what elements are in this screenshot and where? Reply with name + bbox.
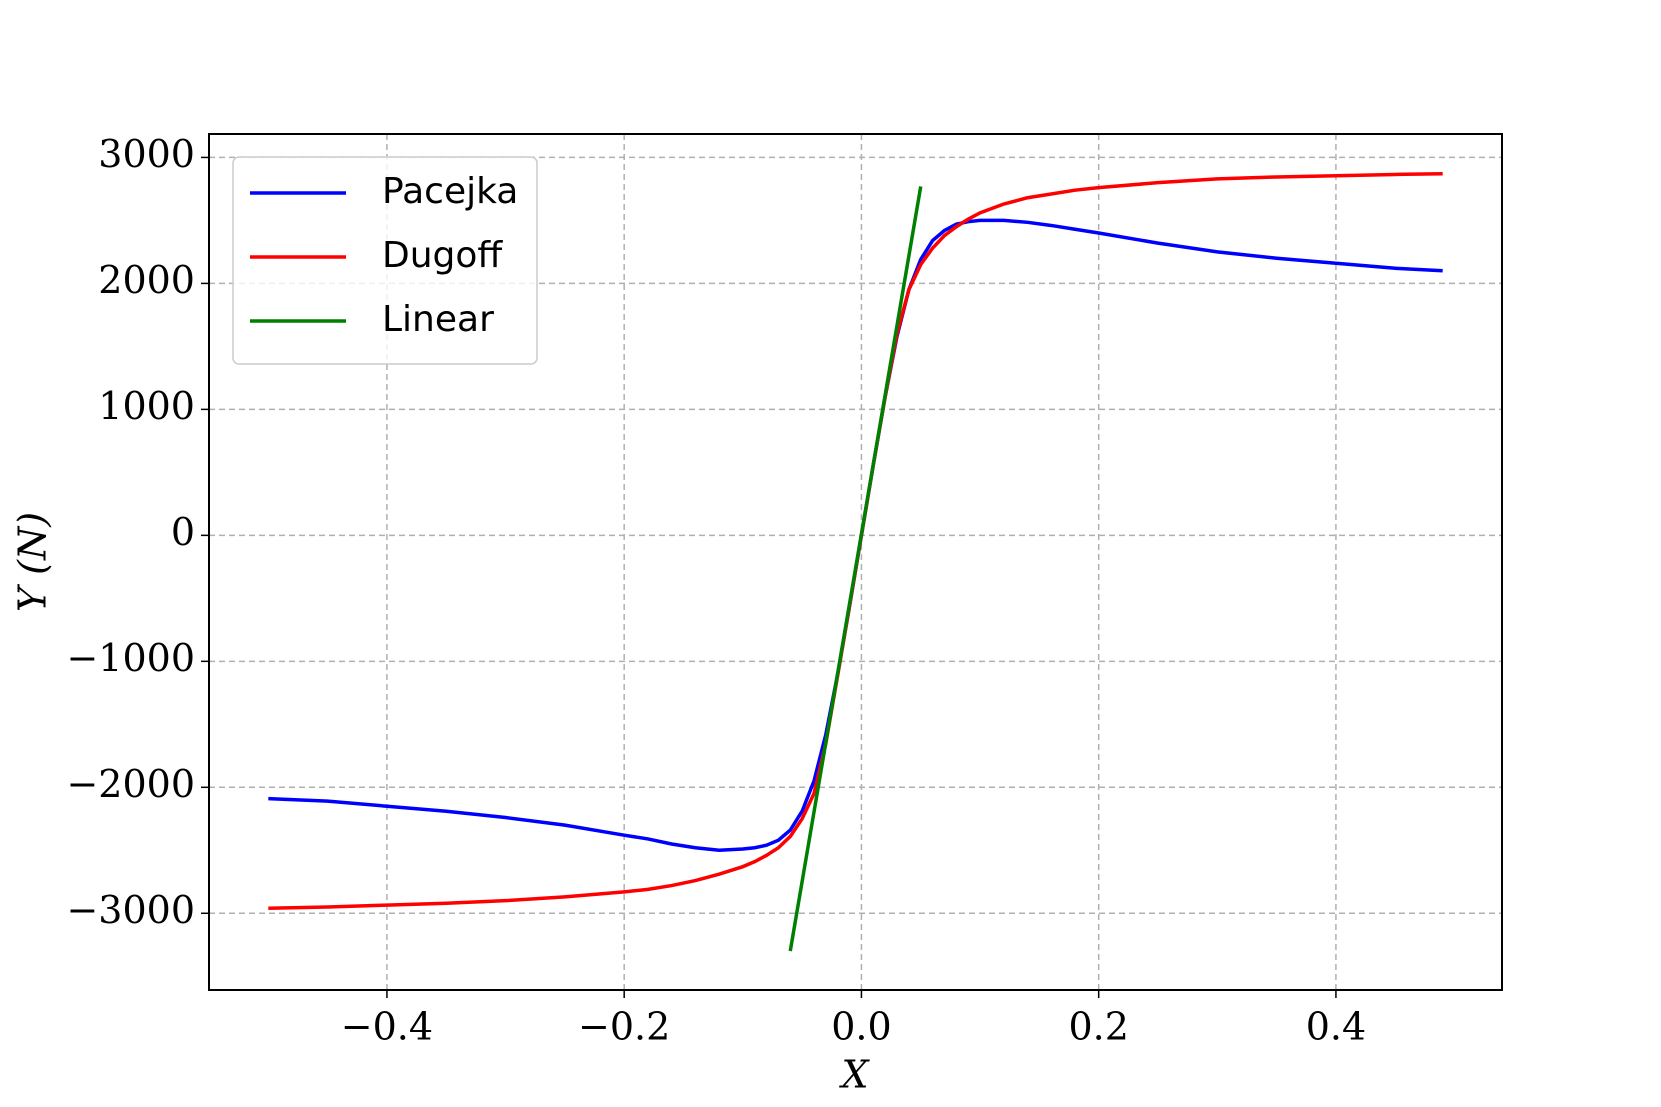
legend-label: Linear (382, 299, 494, 340)
x-axis-label: X (838, 1053, 870, 1097)
x-tick-label: −0.4 (341, 1005, 433, 1049)
plot-frame (208, 133, 1503, 991)
x-tick-label: −0.2 (578, 1005, 670, 1049)
legend-label: Pacejka (382, 171, 518, 212)
y-tick-label: 0 (171, 510, 195, 554)
legend-label: Dugoff (382, 235, 503, 276)
x-tick-label: 0.0 (831, 1005, 891, 1049)
data-line (788, 186, 923, 952)
y-tick-label: −3000 (66, 888, 195, 932)
legend-box (232, 156, 538, 365)
y-tick-label: 1000 (98, 384, 195, 428)
x-tick-label: 0.4 (1306, 1005, 1366, 1049)
y-tick-label: 3000 (98, 132, 195, 176)
y-axis-label: Y (N) (11, 512, 55, 612)
y-tick-label: −1000 (66, 636, 195, 680)
y-tick-label: −2000 (66, 762, 195, 806)
x-tick-label: 0.2 (1068, 1005, 1128, 1049)
y-tick-label: 2000 (98, 258, 195, 302)
